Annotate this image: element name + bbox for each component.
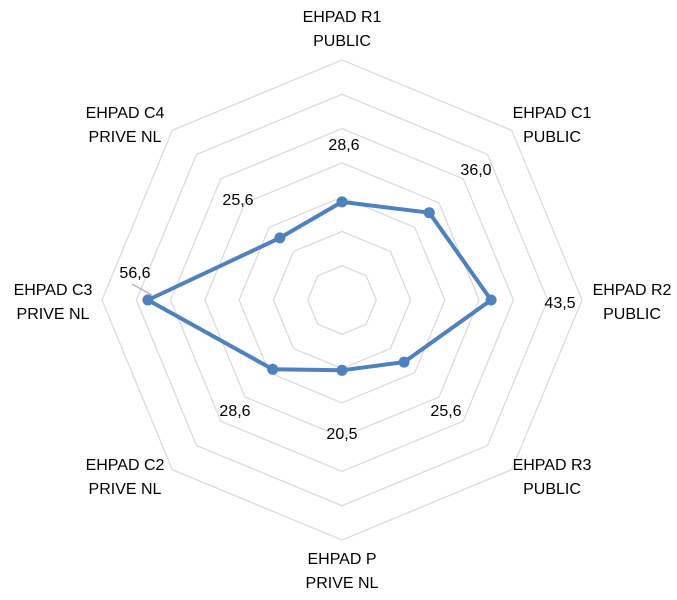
grid-ring-2 — [272, 230, 412, 370]
data-point-0 — [336, 196, 348, 208]
data-label-2: 43,5 — [544, 295, 575, 312]
grid-ring-3 — [238, 196, 446, 404]
category-label-4: EHPAD P PRIVE NL — [306, 551, 379, 592]
radar-grid — [101, 59, 583, 541]
data-point-6 — [142, 294, 154, 306]
label-leader-line — [131, 283, 153, 296]
category-label-0: EHPAD R1 PUBLIC — [303, 9, 382, 50]
category-label-5: EHPAD C2 PRIVE NL — [86, 457, 165, 498]
data-point-4 — [336, 364, 348, 376]
data-point-3 — [398, 356, 410, 368]
data-label-5: 28,6 — [219, 403, 250, 420]
data-label-6: 56,6 — [119, 265, 150, 282]
grid-ring-4 — [204, 162, 480, 438]
data-point-5 — [267, 363, 279, 375]
category-label-2: EHPAD R2 PUBLIC — [593, 282, 672, 323]
data-label-3: 25,6 — [430, 403, 461, 420]
data-label-7: 25,6 — [222, 192, 253, 209]
category-labels: EHPAD R1 PUBLIC EHPAD C1 PUBLIC EHPAD R2 PUBL… — [14, 9, 672, 592]
data-label-4: 20,5 — [326, 426, 357, 443]
data-point-2 — [485, 294, 497, 306]
category-label-1: EHPAD C1 PUBLIC — [513, 105, 592, 146]
grid-ring-5 — [169, 127, 515, 473]
category-label-6: EHPAD C3 PRIVE NL — [14, 282, 93, 323]
data-point-7 — [274, 232, 286, 244]
grid-ring-7 — [101, 59, 583, 541]
category-label-3: EHPAD R3 PUBLIC — [513, 457, 592, 498]
data-label-0: 28,6 — [328, 137, 359, 154]
series-group — [142, 196, 497, 376]
grid-ring-1 — [307, 265, 377, 335]
category-label-7: EHPAD C4 PRIVE NL — [86, 105, 165, 146]
data-point-1 — [423, 207, 435, 219]
data-labels: 28,6 36,0 43,5 25,6 20,5 28,6 56,6 25,6 — [119, 137, 575, 443]
grid-ring-6 — [135, 93, 549, 507]
data-label-1: 36,0 — [460, 162, 491, 179]
